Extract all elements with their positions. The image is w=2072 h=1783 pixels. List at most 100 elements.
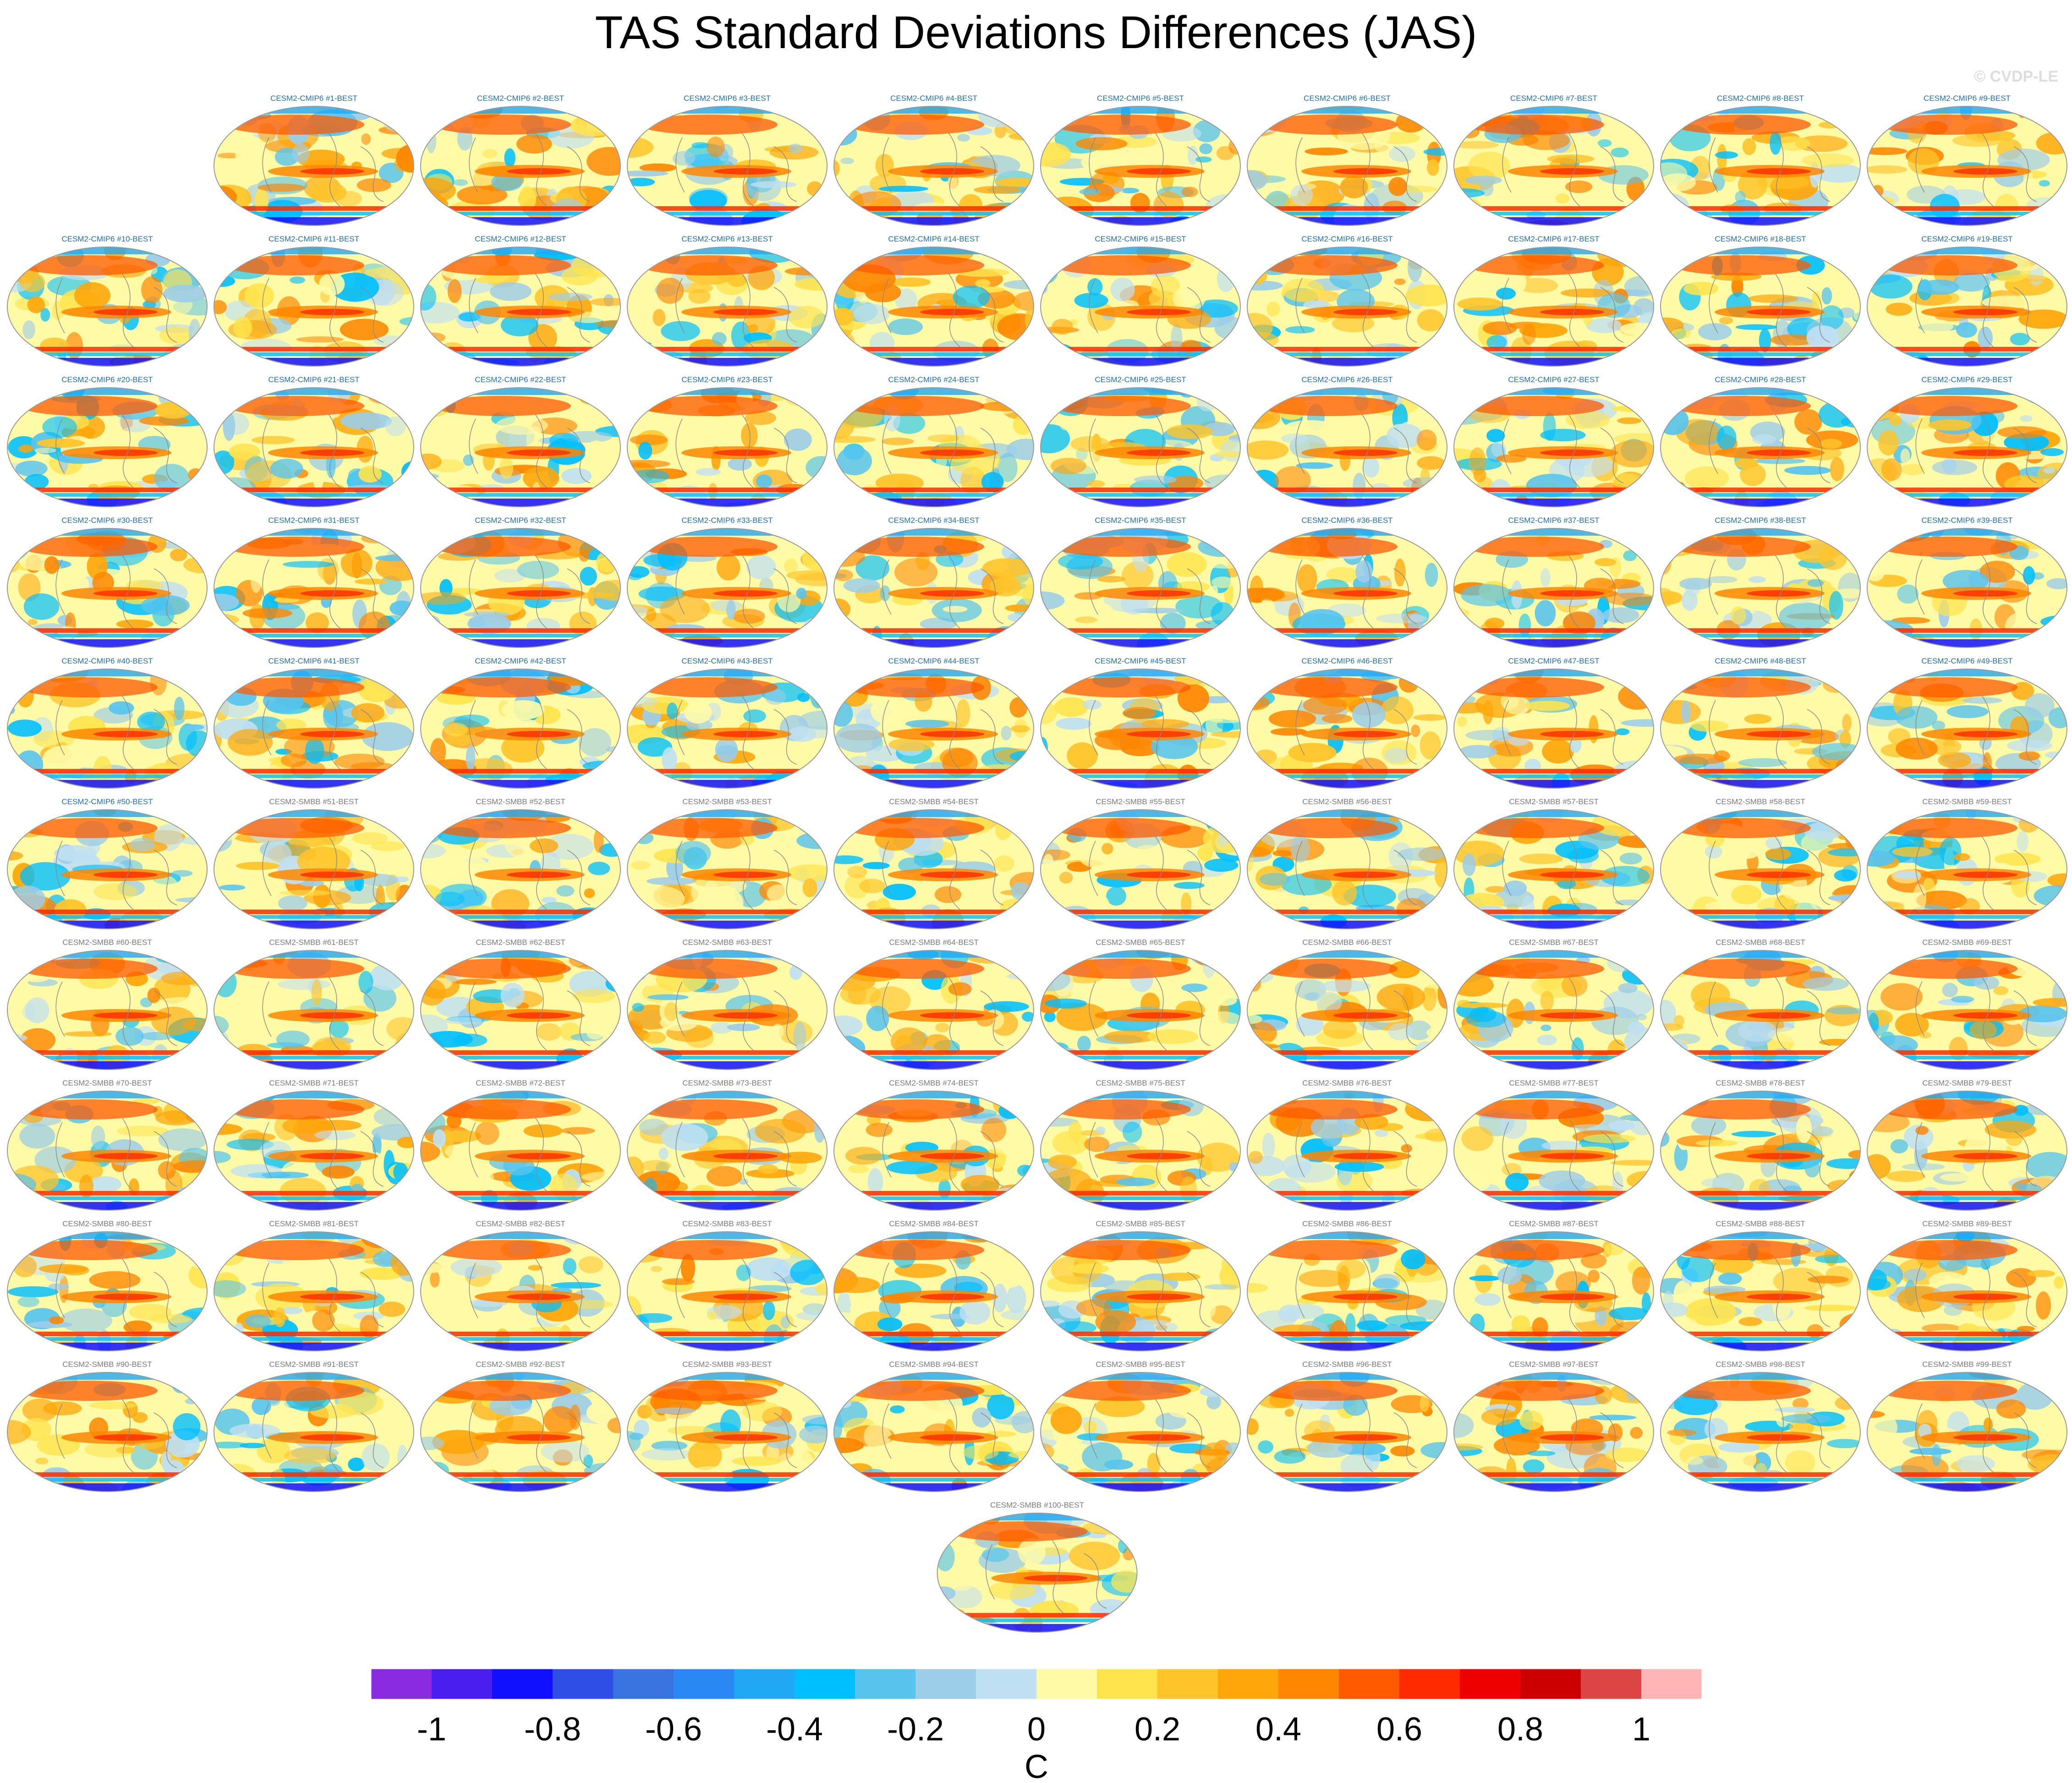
anomaly-field xyxy=(7,247,207,366)
map-panel: CESM2-CMIP6 #14-BEST xyxy=(833,235,1034,367)
map-panel: CESM2-SMBB #67-BEST xyxy=(1453,938,1654,1070)
anomaly-field xyxy=(1661,1372,1860,1492)
panel-title: CESM2-SMBB #74-BEST xyxy=(889,1079,979,1087)
map-outline xyxy=(833,950,1034,1070)
map-panel: CESM2-CMIP6 #22-BEST xyxy=(420,375,621,507)
map-outline xyxy=(1867,950,2067,1070)
map-outline xyxy=(1867,528,2067,648)
anomaly-field xyxy=(1661,1091,1860,1210)
anomaly-field xyxy=(7,1232,207,1351)
panel-title: CESM2-SMBB #82-BEST xyxy=(476,1219,565,1228)
map-outline xyxy=(1040,1372,1241,1492)
anomaly-field xyxy=(1454,1372,1654,1492)
panel-title: CESM2-CMIP6 #33-BEST xyxy=(681,516,773,525)
map-outline xyxy=(1660,809,1861,929)
anomaly-field xyxy=(1041,1091,1240,1210)
map-panel: CESM2-CMIP6 #26-BEST xyxy=(1247,375,1447,507)
map-outline xyxy=(833,528,1034,648)
map-outline xyxy=(1040,528,1241,648)
map-panel: CESM2-SMBB #59-BEST xyxy=(1867,797,2067,929)
panel-title: CESM2-SMBB #66-BEST xyxy=(1302,938,1392,947)
map-outline xyxy=(7,528,208,648)
colorbar-swatch xyxy=(553,1669,613,1699)
map-outline xyxy=(1867,1372,2067,1492)
map-panel: CESM2-SMBB #92-BEST xyxy=(420,1360,621,1492)
colorbar-tick-label: -0.6 xyxy=(645,1711,702,1748)
colorbar-swatch xyxy=(1339,1669,1399,1699)
map-panel: CESM2-CMIP6 #27-BEST xyxy=(1453,375,1654,507)
anomaly-field xyxy=(214,106,414,225)
colorbar-swatch xyxy=(915,1669,976,1699)
map-panel: CESM2-CMIP6 #23-BEST xyxy=(627,375,828,507)
panel-title: CESM2-SMBB #94-BEST xyxy=(889,1360,979,1369)
anomaly-field xyxy=(214,1232,414,1351)
map-outline xyxy=(7,1372,208,1492)
map-panel: CESM2-SMBB #68-BEST xyxy=(1660,938,1861,1070)
panel-title: CESM2-CMIP6 #43-BEST xyxy=(681,657,773,665)
panel-title: CESM2-SMBB #87-BEST xyxy=(1509,1219,1599,1228)
panel-title: CESM2-CMIP6 #17-BEST xyxy=(1508,235,1599,243)
map-panel: CESM2-SMBB #83-BEST xyxy=(627,1219,828,1351)
map-panel: CESM2-SMBB #86-BEST xyxy=(1247,1219,1447,1351)
map-panel: CESM2-SMBB #95-BEST xyxy=(1040,1360,1241,1492)
anomaly-field xyxy=(1661,388,1860,507)
anomaly-field xyxy=(7,528,207,647)
map-panel: CESM2-SMBB #78-BEST xyxy=(1660,1079,1861,1211)
anomaly-field xyxy=(1041,247,1240,366)
anomaly-field xyxy=(1247,247,1447,366)
map-outline xyxy=(627,1231,828,1351)
map-outline xyxy=(7,669,208,789)
map-outline xyxy=(214,1091,414,1211)
anomaly-field xyxy=(627,247,827,366)
map-outline xyxy=(627,247,828,367)
map-panel: CESM2-SMBB #70-BEST xyxy=(7,1079,208,1211)
panel-title: CESM2-SMBB #98-BEST xyxy=(1716,1360,1805,1369)
map-outline xyxy=(627,387,828,507)
map-outline xyxy=(627,106,828,226)
map-panel: CESM2-CMIP6 #44-BEST xyxy=(833,657,1034,789)
panel-title: CESM2-CMIP6 #37-BEST xyxy=(1508,516,1599,525)
panel-title: CESM2-SMBB #95-BEST xyxy=(1096,1360,1185,1369)
panel-title: CESM2-CMIP6 #19-BEST xyxy=(1921,235,2012,243)
anomaly-field xyxy=(1041,950,1240,1070)
anomaly-field xyxy=(834,247,1034,366)
map-panel: CESM2-CMIP6 #47-BEST xyxy=(1453,657,1654,789)
map-panel: CESM2-SMBB #80-BEST xyxy=(7,1219,208,1351)
map-panel: CESM2-SMBB #71-BEST xyxy=(214,1079,414,1211)
map-panel: CESM2-SMBB #75-BEST xyxy=(1040,1079,1241,1211)
map-outline xyxy=(833,1372,1034,1492)
panel-title: CESM2-SMBB #83-BEST xyxy=(682,1219,772,1228)
map-outline xyxy=(833,669,1034,789)
map-outline xyxy=(1247,528,1447,648)
map-panel: CESM2-CMIP6 #2-BEST xyxy=(420,94,621,226)
map-outline xyxy=(1453,809,1654,929)
map-panel: CESM2-CMIP6 #8-BEST xyxy=(1660,94,1861,226)
map-panel: CESM2-SMBB #76-BEST xyxy=(1247,1079,1447,1211)
anomaly-field xyxy=(1867,1091,2067,1210)
map-panel: CESM2-CMIP6 #35-BEST xyxy=(1040,516,1241,648)
anomaly-field xyxy=(214,528,414,647)
map-outline xyxy=(420,1231,621,1351)
anomaly-field xyxy=(1454,1232,1654,1351)
panel-title: CESM2-SMBB #72-BEST xyxy=(476,1079,565,1087)
colorbar-unit-label: C xyxy=(1025,1749,1048,1783)
anomaly-field xyxy=(421,1372,620,1492)
panel-title: CESM2-SMBB #90-BEST xyxy=(62,1360,152,1369)
map-panel: CESM2-CMIP6 #37-BEST xyxy=(1453,516,1654,648)
map-outline xyxy=(420,106,621,226)
colorbar-tick-label: 0 xyxy=(1027,1711,1046,1748)
panel-title: CESM2-CMIP6 #2-BEST xyxy=(477,94,564,103)
panel-title: CESM2-CMIP6 #13-BEST xyxy=(681,235,773,243)
map-outline xyxy=(214,247,414,367)
panel-title: CESM2-SMBB #63-BEST xyxy=(682,938,772,947)
anomaly-field xyxy=(1661,528,1860,647)
panel-title: CESM2-CMIP6 #20-BEST xyxy=(61,375,153,384)
panel-title: CESM2-SMBB #64-BEST xyxy=(889,938,979,947)
colorbar-swatch xyxy=(855,1669,915,1699)
map-outline xyxy=(420,950,621,1070)
colorbar-frame xyxy=(371,1668,1702,1700)
panel-title: CESM2-CMIP6 #38-BEST xyxy=(1715,516,1806,525)
map-panel: CESM2-SMBB #79-BEST xyxy=(1867,1079,2067,1211)
map-panel: CESM2-SMBB #81-BEST xyxy=(214,1219,414,1351)
panel-title: CESM2-CMIP6 #26-BEST xyxy=(1301,375,1392,384)
